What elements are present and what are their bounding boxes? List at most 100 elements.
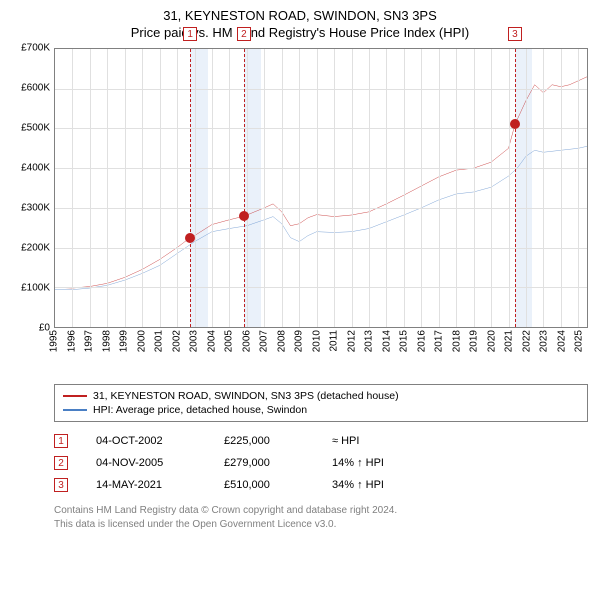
event-price: £225,000 — [224, 435, 304, 447]
gridline-vertical — [439, 49, 440, 327]
gridline-vertical — [317, 49, 318, 327]
y-tick-label: £100K — [21, 283, 50, 294]
event-badge: 3 — [54, 478, 68, 492]
events-table: 1 04-OCT-2002 £225,000 ≈ HPI 2 04-NOV-2005 £27… — [54, 430, 588, 496]
gridline-horizontal — [55, 208, 587, 209]
legend: 31, KEYNESTON ROAD, SWINDON, SN3 3PS (de… — [54, 384, 588, 422]
x-tick-label: 1995 — [49, 330, 60, 352]
gridline-vertical — [142, 49, 143, 327]
x-tick-label: 2009 — [294, 330, 305, 352]
event-price: £279,000 — [224, 457, 304, 469]
x-tick-label: 2022 — [521, 330, 532, 352]
chart-area: £0£100K£200K£300K£400K£500K£600K£700K 12… — [12, 48, 588, 378]
event-marker — [510, 119, 520, 129]
event-marker — [185, 233, 195, 243]
title-address: 31, KEYNESTON ROAD, SWINDON, SN3 3PS — [12, 8, 588, 23]
chart-container: 31, KEYNESTON ROAD, SWINDON, SN3 3PS Pri… — [0, 0, 600, 541]
gridline-horizontal — [55, 89, 587, 90]
attribution-line2: This data is licensed under the Open Gov… — [54, 518, 588, 532]
x-tick-label: 2006 — [241, 330, 252, 352]
gridline-vertical — [543, 49, 544, 327]
legend-swatch — [63, 395, 87, 397]
event-hpi: ≈ HPI — [332, 435, 422, 447]
event-badge: 2 — [54, 456, 68, 470]
x-tick-label: 2016 — [416, 330, 427, 352]
event-marker — [239, 211, 249, 221]
x-tick-label: 2025 — [574, 330, 585, 352]
y-axis: £0£100K£200K£300K£400K£500K£600K£700K — [12, 48, 54, 328]
x-tick-label: 1997 — [84, 330, 95, 352]
x-tick-label: 2012 — [346, 330, 357, 352]
event-badge: 1 — [183, 27, 197, 41]
event-line — [190, 49, 191, 327]
event-hpi: 34% ↑ HPI — [332, 479, 422, 491]
event-date: 04-OCT-2002 — [96, 435, 196, 447]
title-block: 31, KEYNESTON ROAD, SWINDON, SN3 3PS Pri… — [12, 8, 588, 40]
x-tick-label: 2007 — [259, 330, 270, 352]
gridline-vertical — [264, 49, 265, 327]
x-tick-label: 1998 — [101, 330, 112, 352]
gridline-vertical — [160, 49, 161, 327]
x-tick-label: 2005 — [224, 330, 235, 352]
attribution: Contains HM Land Registry data © Crown c… — [54, 504, 588, 531]
event-line — [515, 49, 516, 327]
x-tick-label: 2023 — [539, 330, 550, 352]
gridline-vertical — [90, 49, 91, 327]
x-tick-label: 2000 — [136, 330, 147, 352]
gridline-vertical — [247, 49, 248, 327]
legend-row: 31, KEYNESTON ROAD, SWINDON, SN3 3PS (de… — [63, 389, 579, 403]
gridline-vertical — [404, 49, 405, 327]
gridline-vertical — [509, 49, 510, 327]
legend-swatch — [63, 409, 87, 411]
plot-wrap: 123 199519961997199819992000200120022003… — [54, 48, 588, 378]
gridline-vertical — [334, 49, 335, 327]
x-tick-label: 2003 — [189, 330, 200, 352]
x-tick-label: 1996 — [66, 330, 77, 352]
x-tick-label: 2018 — [451, 330, 462, 352]
gridline-vertical — [299, 49, 300, 327]
gridline-vertical — [107, 49, 108, 327]
event-hpi: 14% ↑ HPI — [332, 457, 422, 469]
gridline-horizontal — [55, 248, 587, 249]
event-table-row: 3 14-MAY-2021 £510,000 34% ↑ HPI — [54, 474, 588, 496]
event-badge: 2 — [237, 27, 251, 41]
event-line — [244, 49, 245, 327]
title-subtitle: Price paid vs. HM Land Registry's House … — [12, 25, 588, 40]
gridline-vertical — [386, 49, 387, 327]
x-tick-label: 2011 — [329, 330, 340, 352]
gridline-vertical — [456, 49, 457, 327]
gridline-vertical — [282, 49, 283, 327]
x-tick-label: 2014 — [381, 330, 392, 352]
x-tick-label: 2001 — [154, 330, 165, 352]
x-tick-label: 2015 — [399, 330, 410, 352]
gridline-vertical — [526, 49, 527, 327]
y-tick-label: £200K — [21, 243, 50, 254]
gridline-vertical — [578, 49, 579, 327]
x-tick-label: 2019 — [469, 330, 480, 352]
event-badge: 3 — [508, 27, 522, 41]
event-badge: 1 — [54, 434, 68, 448]
gridline-vertical — [229, 49, 230, 327]
x-tick-label: 2010 — [311, 330, 322, 352]
x-tick-label: 2013 — [364, 330, 375, 352]
legend-label: HPI: Average price, detached house, Swin… — [93, 404, 307, 416]
attribution-line1: Contains HM Land Registry data © Crown c… — [54, 504, 588, 518]
event-date: 04-NOV-2005 — [96, 457, 196, 469]
line-series-svg — [55, 49, 587, 327]
event-table-row: 2 04-NOV-2005 £279,000 14% ↑ HPI — [54, 452, 588, 474]
legend-row: HPI: Average price, detached house, Swin… — [63, 403, 579, 417]
gridline-vertical — [72, 49, 73, 327]
x-axis: 1995199619971998199920002001200220032004… — [54, 330, 588, 370]
x-tick-label: 1999 — [119, 330, 130, 352]
series-price_paid — [55, 77, 587, 288]
plot: 123 — [54, 48, 588, 328]
gridline-horizontal — [55, 168, 587, 169]
gridline-vertical — [212, 49, 213, 327]
x-tick-label: 2017 — [434, 330, 445, 352]
gridline-vertical — [474, 49, 475, 327]
gridline-vertical — [125, 49, 126, 327]
y-tick-label: £700K — [21, 43, 50, 54]
gridline-vertical — [561, 49, 562, 327]
event-date: 14-MAY-2021 — [96, 479, 196, 491]
event-price: £510,000 — [224, 479, 304, 491]
